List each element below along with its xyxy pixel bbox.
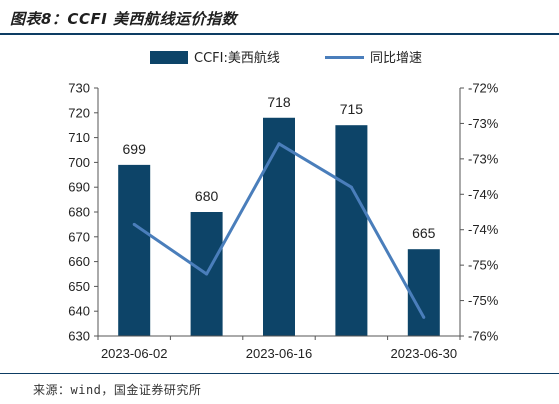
right-tick-label: -74% [468,222,499,237]
legend-bar-label: CCFI:美西航线 [194,50,280,66]
bar [263,117,295,336]
bar [407,249,440,336]
right-tick-label: -75% [468,258,499,273]
left-tick-label: 700 [68,155,90,170]
source-note: 来源：wind，国金证券研究所 [33,383,202,397]
data-label: 699 [123,141,147,157]
chart: CCFI:美西航线 同比增速 730 720 710 700 690 680 670 660 65… [68,50,499,361]
left-tick-label: 710 [68,130,90,145]
data-label: 680 [195,188,219,204]
line-series [132,142,426,319]
title-rule [0,33,559,35]
bar [335,125,368,336]
x-tick-label: 2023-06-16 [246,346,313,361]
figure-title: 图表8：CCFI 美西航线运价指数 [10,10,238,28]
left-tick-label: 680 [68,205,90,220]
right-tick-label: -74% [468,187,499,202]
data-label: 715 [340,101,364,117]
source-rule [0,373,559,374]
x-axis: 2023-06-02 2023-06-16 2023-06-30 [97,335,461,361]
line-point [132,222,136,226]
left-tick-label: 640 [68,304,90,319]
line-point [422,315,426,319]
legend: CCFI:美西航线 同比增速 [150,50,422,66]
right-tick-label: -73% [468,151,499,166]
right-tick-label: -75% [468,293,499,308]
left-tick-label: 690 [68,180,90,195]
left-tick-label: 630 [68,329,90,344]
bar [118,164,151,336]
left-tick-label: 670 [68,229,90,244]
left-tick-label: 650 [68,279,90,294]
right-axis: -72% -73% -73% -74% -74% -75% -75% -76% [459,81,499,344]
right-tick-label: -76% [468,329,499,344]
data-label: 665 [412,225,436,241]
left-tick-label: 730 [68,81,90,96]
left-axis: 730 720 710 700 690 680 670 660 650 640 630 [68,81,99,344]
right-tick-label: -72% [468,81,499,96]
line-point [349,185,353,189]
left-tick-label: 720 [68,105,90,120]
line-point [205,272,209,276]
line-point [277,142,281,146]
legend-bar-swatch [150,51,188,64]
left-tick-label: 660 [68,254,90,269]
right-tick-label: -73% [468,116,499,131]
bars [118,117,440,336]
data-labels: 699 680 718 715 665 [123,94,436,241]
data-label: 718 [267,94,291,110]
legend-line-label: 同比增速 [370,51,422,66]
x-tick-label: 2023-06-30 [391,346,458,361]
x-tick-label: 2023-06-02 [101,346,168,361]
